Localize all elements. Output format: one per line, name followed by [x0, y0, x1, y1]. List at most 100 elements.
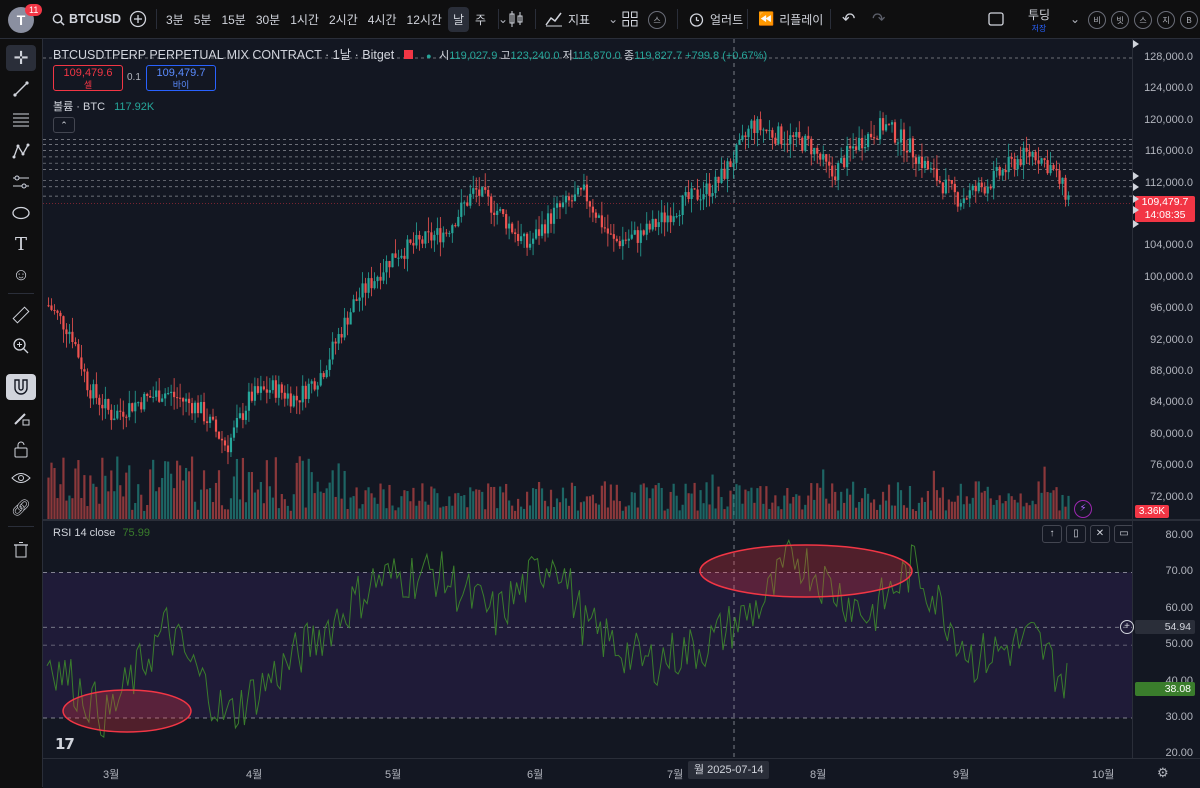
symbol-search[interactable]: BTCUSD: [52, 0, 121, 38]
volume-bar: [609, 484, 612, 519]
circle-button-1[interactable]: 비: [1088, 11, 1106, 29]
crosshair-icon: ✛: [13, 47, 29, 68]
pattern-tool[interactable]: [6, 138, 36, 164]
overbought-highlight-ellipse[interactable]: [699, 544, 913, 598]
maximize-pane-button[interactable]: ▭: [1114, 525, 1134, 543]
shapes-tool[interactable]: [6, 200, 36, 226]
volume-bar: [397, 507, 400, 519]
interval-15m[interactable]: 15분: [221, 12, 246, 27]
candle-body: [938, 180, 941, 183]
circle-button-4[interactable]: 지: [1157, 11, 1175, 29]
arrow-up-icon: ↑: [1049, 528, 1055, 539]
interval-5m[interactable]: 5분: [193, 12, 212, 27]
candle-body: [460, 202, 463, 217]
candle-body: [442, 232, 445, 243]
time-axis[interactable]: ⚙︎ 3월 4월 5월 6월 7월 8월 9월 10월 월 2025-07-14: [43, 758, 1200, 788]
candle-body: [807, 135, 810, 139]
link-tool[interactable]: 🔗︎: [6, 495, 36, 521]
replay-button[interactable]: ⏪ 리플레이: [758, 0, 823, 38]
zoom-tool[interactable]: [6, 333, 36, 359]
volume-label[interactable]: 볼륨 · BTC: [53, 101, 106, 113]
rsi-chart[interactable]: [43, 521, 1132, 758]
candle-body: [753, 120, 756, 134]
rsi-axis[interactable]: 80.00 70.00 60.00 50.00 40.00 30.00 20.00 54.94…: [1120, 521, 1200, 759]
candlestick-chart[interactable]: [43, 39, 1132, 519]
time-tick: 9월: [953, 769, 970, 781]
interval-3m[interactable]: 3분: [166, 12, 184, 27]
rsi-pane[interactable]: RSI 14 close 75.99 ↑ ▯ ✕ ▭ 17: [43, 521, 1134, 758]
layout-button[interactable]: [622, 0, 638, 38]
interval-12h[interactable]: 12시간: [406, 12, 442, 27]
lightning-icon[interactable]: ⚡︎: [1074, 500, 1092, 518]
lock-tool[interactable]: [6, 436, 36, 462]
icon-tool[interactable]: ☺: [6, 262, 36, 288]
interval-4h[interactable]: 4시간: [367, 12, 397, 27]
alert-marker-icon: [1133, 220, 1139, 228]
trade-button[interactable]: 투딩 저장: [1020, 6, 1058, 34]
circle-button-3[interactable]: 스: [1134, 11, 1152, 29]
interval-week[interactable]: 주: [475, 12, 487, 27]
volume-bar: [549, 489, 553, 519]
circle-button-2[interactable]: 빗: [1111, 11, 1129, 29]
volume-bar: [555, 498, 559, 519]
chevron-down-icon[interactable]: ⌄: [1070, 12, 1081, 26]
alert-button[interactable]: 얼러트: [688, 0, 743, 38]
chart-type-button[interactable]: [508, 0, 524, 38]
magnet-tool[interactable]: [6, 374, 36, 400]
fib-tool[interactable]: [6, 107, 36, 133]
fullscreen-button[interactable]: [988, 0, 1004, 38]
volume-bar: [953, 501, 956, 519]
close-label: 종: [623, 50, 634, 62]
chevron-down-icon[interactable]: ⌄: [498, 12, 509, 26]
collapse-pane-button[interactable]: ✕: [1090, 525, 1110, 543]
symbol-title[interactable]: BTCUSDTPERP PERPETUAL MIX CONTRACT · 1날 …: [53, 48, 395, 62]
circle-button-5[interactable]: B: [1180, 11, 1198, 29]
market-status-icon: ●: [426, 51, 432, 61]
drawing-mode-tool[interactable]: [6, 405, 36, 431]
chevron-down-icon[interactable]: ⌄: [608, 12, 619, 26]
last-price-tag[interactable]: 109,479.7 14:08:35: [1135, 196, 1195, 222]
volume-bar: [528, 505, 532, 519]
add-alert-plus-icon[interactable]: +: [1120, 620, 1134, 635]
volume-bar: [226, 509, 230, 519]
price-axis[interactable]: 128,000.0 124,000.0 120,000.0 116,000.0 112,…: [1132, 39, 1200, 519]
template-button[interactable]: 스: [648, 11, 666, 29]
interval-30m[interactable]: 30분: [255, 12, 281, 27]
interval-2h[interactable]: 2시간: [328, 12, 358, 27]
eye-icon: [11, 473, 31, 483]
move-pane-up-button[interactable]: ↑: [1042, 525, 1062, 543]
volume-bar: [935, 490, 938, 519]
settings-gear-icon[interactable]: ⚙︎: [1157, 765, 1169, 780]
undo-button[interactable]: ↶: [842, 0, 855, 38]
collapse-legend-button[interactable]: ⌃: [53, 117, 75, 133]
delete-pane-button[interactable]: ▯: [1066, 525, 1086, 543]
add-symbol-button[interactable]: [129, 0, 147, 38]
price-chart-pane[interactable]: BTCUSDTPERP PERPETUAL MIX CONTRACT · 1날 …: [43, 39, 1132, 519]
candle-body: [729, 161, 732, 168]
candle-body: [397, 257, 400, 259]
interval-1h[interactable]: 1시간: [290, 12, 319, 27]
remove-drawings-tool[interactable]: [6, 537, 36, 563]
crosshair-tool[interactable]: ✛: [6, 45, 36, 71]
rsi-label[interactable]: RSI 14 close: [53, 527, 116, 539]
volume-bar: [376, 503, 379, 519]
volume-bar: [1028, 505, 1031, 519]
volume-bar: [1061, 494, 1064, 519]
redo-button[interactable]: ↷: [872, 0, 885, 38]
measure-tool[interactable]: [6, 302, 36, 328]
visibility-tool[interactable]: [6, 465, 36, 491]
volume-bar: [484, 509, 487, 519]
indicators-button[interactable]: 지표 ⌄: [545, 0, 618, 38]
buy-button[interactable]: 109,479.7 바이: [146, 65, 216, 91]
candle-body: [1067, 195, 1070, 200]
sell-button[interactable]: 109,479.6 셀: [53, 65, 123, 91]
interval-day[interactable]: 날: [447, 6, 469, 32]
text-tool[interactable]: T: [6, 231, 36, 257]
trendline-tool[interactable]: [6, 76, 36, 102]
oversold-highlight-ellipse[interactable]: [62, 689, 192, 733]
forecast-tool[interactable]: [6, 169, 36, 195]
tradingview-logo-icon[interactable]: 17: [55, 735, 75, 753]
pane-divider[interactable]: [43, 519, 1200, 521]
volume-bar: [872, 499, 876, 519]
candle-body: [463, 202, 466, 204]
